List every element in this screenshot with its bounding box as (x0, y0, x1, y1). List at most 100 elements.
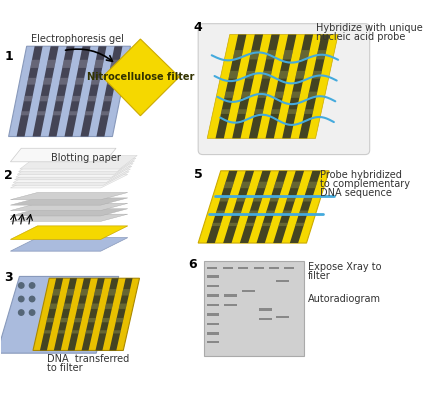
Bar (276, 316, 289, 318)
Polygon shape (54, 278, 77, 350)
Polygon shape (304, 109, 313, 114)
Polygon shape (21, 111, 30, 115)
Polygon shape (283, 50, 293, 59)
Polygon shape (77, 303, 85, 309)
Polygon shape (14, 166, 132, 180)
Text: 6: 6 (188, 258, 197, 271)
Polygon shape (221, 109, 230, 114)
Polygon shape (39, 96, 49, 101)
Polygon shape (105, 303, 113, 309)
Polygon shape (62, 60, 72, 68)
Polygon shape (85, 111, 93, 115)
Polygon shape (224, 182, 234, 188)
Polygon shape (66, 289, 75, 296)
Polygon shape (40, 278, 63, 350)
Polygon shape (220, 196, 230, 201)
Bar (207, 341, 220, 343)
Polygon shape (228, 223, 238, 226)
Polygon shape (119, 303, 127, 309)
Polygon shape (72, 96, 81, 101)
Polygon shape (68, 278, 91, 350)
Circle shape (30, 296, 35, 302)
Polygon shape (85, 330, 93, 333)
Polygon shape (299, 210, 308, 215)
Polygon shape (262, 71, 272, 79)
Polygon shape (233, 50, 243, 59)
Polygon shape (58, 330, 65, 333)
Text: Autoradiogram: Autoradiogram (308, 294, 381, 304)
Polygon shape (229, 71, 239, 79)
Polygon shape (287, 109, 297, 114)
Bar (207, 323, 220, 325)
Polygon shape (75, 78, 84, 85)
Text: to complementary: to complementary (320, 179, 410, 189)
Bar (238, 267, 248, 269)
Polygon shape (0, 277, 119, 353)
Polygon shape (241, 92, 251, 98)
Polygon shape (308, 92, 317, 98)
Bar (223, 267, 233, 269)
Polygon shape (290, 171, 321, 243)
FancyBboxPatch shape (198, 24, 370, 154)
Polygon shape (290, 182, 301, 188)
Polygon shape (113, 330, 121, 333)
Text: filter: filter (308, 271, 331, 281)
Polygon shape (102, 39, 179, 116)
Polygon shape (19, 158, 136, 172)
Polygon shape (282, 35, 313, 138)
Polygon shape (282, 210, 292, 215)
Polygon shape (74, 318, 82, 322)
Bar (242, 290, 255, 292)
Polygon shape (122, 289, 130, 296)
Polygon shape (245, 71, 255, 79)
Polygon shape (279, 71, 289, 79)
Polygon shape (266, 50, 276, 59)
Polygon shape (33, 46, 59, 136)
Polygon shape (102, 318, 110, 322)
Text: Expose Xray to: Expose Xray to (308, 262, 382, 272)
Text: Probe hybridized: Probe hybridized (320, 170, 402, 180)
Polygon shape (44, 330, 51, 333)
Polygon shape (10, 193, 128, 200)
Polygon shape (16, 46, 43, 136)
Bar (259, 309, 272, 311)
Bar (207, 332, 220, 335)
Text: 5: 5 (194, 168, 202, 181)
Circle shape (19, 296, 24, 302)
Polygon shape (9, 46, 131, 136)
Polygon shape (17, 161, 135, 175)
Polygon shape (27, 78, 36, 85)
Polygon shape (198, 171, 329, 243)
Polygon shape (303, 196, 313, 201)
Polygon shape (30, 60, 40, 68)
Bar (259, 318, 272, 320)
Polygon shape (101, 111, 109, 115)
Polygon shape (274, 182, 284, 188)
Polygon shape (65, 46, 91, 136)
Bar (276, 280, 289, 282)
Polygon shape (80, 289, 89, 296)
Polygon shape (237, 109, 247, 114)
Polygon shape (291, 92, 301, 98)
Bar (224, 304, 237, 306)
Polygon shape (10, 226, 128, 240)
Bar (207, 294, 220, 297)
Polygon shape (69, 111, 78, 115)
Polygon shape (249, 35, 280, 138)
Polygon shape (37, 111, 46, 115)
Polygon shape (110, 60, 120, 68)
Polygon shape (254, 109, 263, 114)
Polygon shape (232, 35, 263, 138)
Polygon shape (49, 46, 75, 136)
Polygon shape (99, 330, 107, 333)
Text: 1: 1 (4, 50, 13, 63)
Polygon shape (223, 171, 254, 243)
Polygon shape (224, 92, 234, 98)
Polygon shape (56, 96, 65, 101)
Circle shape (30, 310, 35, 315)
Polygon shape (103, 96, 112, 101)
Polygon shape (88, 318, 96, 322)
Polygon shape (271, 109, 280, 114)
Polygon shape (10, 148, 116, 162)
Polygon shape (262, 223, 271, 226)
